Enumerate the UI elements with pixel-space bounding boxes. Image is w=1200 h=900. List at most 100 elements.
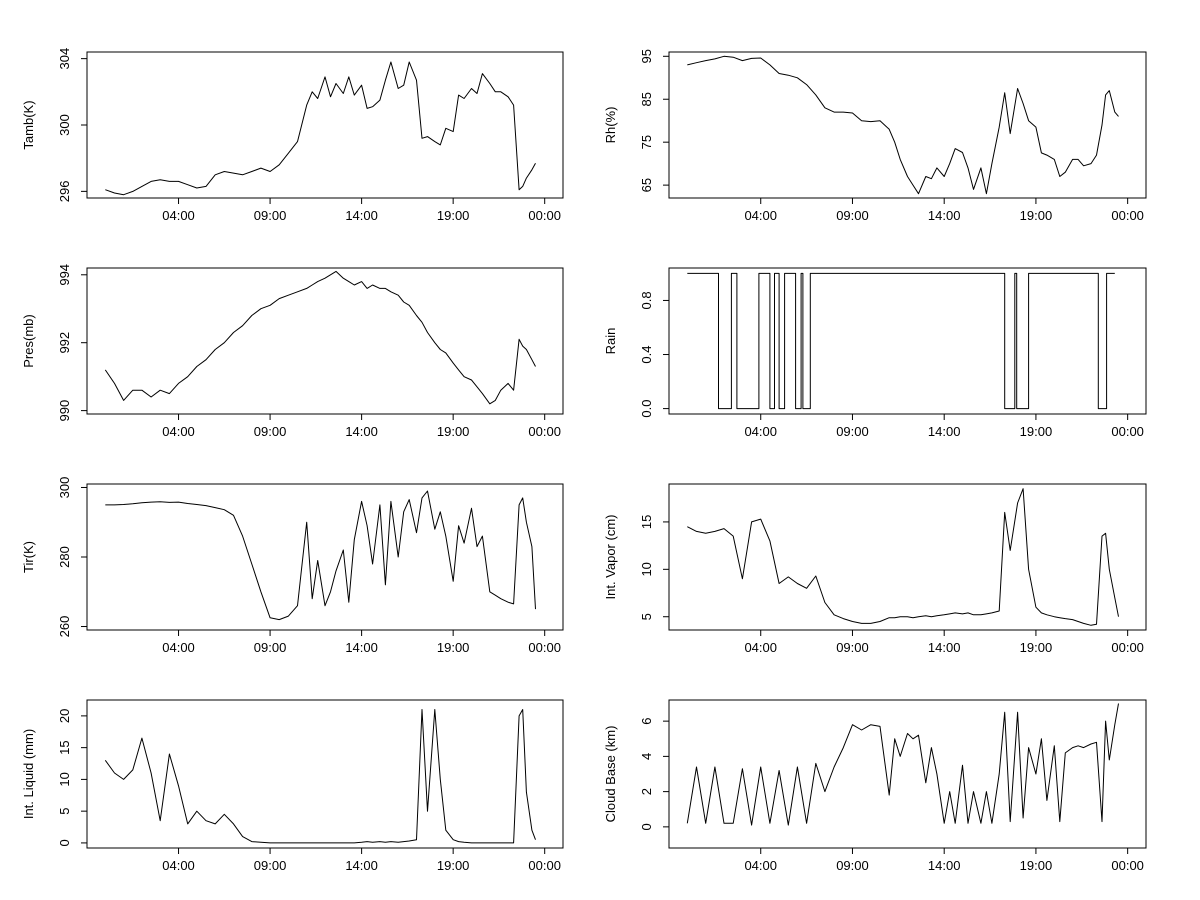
x-tick-label: 09:00 (254, 858, 287, 873)
x-tick-label: 14:00 (928, 858, 961, 873)
x-tick-label: 09:00 (836, 424, 869, 439)
x-tick-label: 14:00 (345, 424, 378, 439)
y-tick-label: 2 (639, 788, 654, 795)
x-tick-label: 04:00 (744, 640, 777, 655)
x-tick-label: 09:00 (254, 208, 287, 223)
y-tick-label: 296 (57, 181, 72, 203)
y-tick-label: 0.4 (639, 345, 654, 363)
x-tick-label: 00:00 (1111, 858, 1144, 873)
x-tick-label: 19:00 (437, 640, 470, 655)
y-tick-label: 300 (57, 477, 72, 499)
series-line-rain (687, 272, 1115, 410)
x-tick-label: 19:00 (1020, 640, 1053, 655)
x-tick-label: 00:00 (1111, 640, 1144, 655)
y-tick-label: 10 (639, 562, 654, 576)
series-line-pres (104, 270, 536, 405)
x-tick-label: 14:00 (928, 640, 961, 655)
x-tick-label: 14:00 (345, 208, 378, 223)
y-tick-label: 20 (57, 709, 72, 723)
chart-rh: 04:00 09:00 14:00 19:00 00:00 65 75 85 95 Rh(%) (603, 49, 1147, 223)
x-tick-label: 19:00 (1020, 424, 1053, 439)
chart-vapor: 04:00 09:00 14:00 19:00 00:00 5 10 15 Int. Vapor… (603, 483, 1147, 655)
x-tick-label: 09:00 (254, 424, 287, 439)
y-axis-label: Int. Liquid (mm) (21, 729, 36, 819)
x-tick-label: 19:00 (437, 424, 470, 439)
y-tick-label: 6 (639, 718, 654, 725)
y-tick-label: 15 (57, 740, 72, 754)
chart-tir: 04:00 09:00 14:00 19:00 00:00 260 280 300 Tir(K) (21, 477, 564, 655)
plot-frame (668, 267, 1147, 415)
x-tick-label: 19:00 (1020, 858, 1053, 873)
y-tick-label: 0.0 (639, 400, 654, 418)
series-line-tir (105, 490, 536, 621)
y-tick-label: 0.8 (639, 291, 654, 309)
chart-rain: 04:00 09:00 14:00 19:00 00:00 0.0 0.4 0.8 Rain (603, 267, 1147, 439)
y-tick-label: 260 (57, 616, 72, 638)
plot-frame (668, 699, 1147, 849)
plot-frame (86, 267, 564, 415)
y-tick-label: 300 (57, 114, 72, 136)
y-axis-label: Rh(%) (603, 107, 618, 144)
y-tick-label: 304 (57, 48, 72, 70)
x-tick-label: 04:00 (162, 858, 195, 873)
plot-frame (668, 483, 1147, 631)
series-line-tamb (105, 61, 536, 196)
y-tick-label: 0 (57, 839, 72, 846)
x-tick-label: 19:00 (1020, 208, 1053, 223)
series-line-vapor (687, 488, 1119, 626)
plot-frame (86, 51, 564, 199)
x-tick-label: 00:00 (1111, 424, 1144, 439)
y-tick-label: 65 (639, 178, 654, 192)
x-tick-label: 00:00 (528, 424, 561, 439)
y-axis-label: Pres(mb) (21, 314, 36, 367)
y-axis-label: Int. Vapor (cm) (603, 514, 618, 599)
plot-frame (668, 51, 1147, 199)
y-tick-label: 992 (57, 332, 72, 354)
y-tick-label: 5 (639, 613, 654, 620)
x-tick-label: 04:00 (162, 640, 195, 655)
y-axis-label: Cloud Base (km) (603, 726, 618, 823)
x-tick-label: 00:00 (528, 640, 561, 655)
y-tick-label: 994 (57, 264, 72, 286)
y-tick-label: 75 (639, 135, 654, 149)
chart-cloudbase: 04:00 09:00 14:00 19:00 00:00 0 2 4 6 Cloud Base … (603, 699, 1147, 873)
x-tick-label: 00:00 (528, 208, 561, 223)
y-axis-label: Tir(K) (21, 541, 36, 573)
x-tick-label: 00:00 (528, 858, 561, 873)
x-tick-label: 00:00 (1111, 208, 1144, 223)
plot-frame (86, 483, 564, 631)
y-tick-label: 0 (639, 823, 654, 830)
y-axis-label: Tamb(K) (21, 100, 36, 149)
y-tick-label: 85 (639, 92, 654, 106)
y-tick-label: 4 (639, 753, 654, 760)
series-line-cloudbase (686, 703, 1119, 826)
series-line-liquid (104, 709, 536, 844)
y-tick-label: 280 (57, 546, 72, 568)
x-tick-label: 14:00 (345, 640, 378, 655)
y-tick-label: 95 (639, 49, 654, 63)
y-tick-label: 990 (57, 400, 72, 422)
chart-liquid: 04:00 09:00 14:00 19:00 00:00 0 5 10 15 20 Int. Li… (21, 699, 564, 873)
x-tick-label: 04:00 (744, 208, 777, 223)
x-tick-label: 04:00 (162, 208, 195, 223)
y-tick-label: 15 (639, 515, 654, 529)
chart-pres: 04:00 09:00 14:00 19:00 00:00 990 992 994 Pres(m… (21, 264, 564, 439)
y-tick-label: 5 (57, 808, 72, 815)
x-tick-label: 19:00 (437, 858, 470, 873)
plot-frame (86, 699, 564, 849)
x-tick-label: 04:00 (744, 858, 777, 873)
x-tick-label: 09:00 (254, 640, 287, 655)
x-tick-label: 09:00 (836, 858, 869, 873)
x-tick-label: 14:00 (928, 424, 961, 439)
chart-tamb: 04:00 09:00 14:00 19:00 00:00 296 300 304 Tamb(K… (21, 48, 564, 223)
x-tick-label: 09:00 (836, 640, 869, 655)
x-tick-label: 04:00 (744, 424, 777, 439)
x-tick-label: 14:00 (928, 208, 961, 223)
x-tick-label: 04:00 (162, 424, 195, 439)
x-tick-label: 09:00 (836, 208, 869, 223)
y-tick-label: 10 (57, 772, 72, 786)
x-tick-label: 14:00 (345, 858, 378, 873)
series-line-rh (687, 55, 1119, 195)
y-axis-label: Rain (603, 328, 618, 355)
